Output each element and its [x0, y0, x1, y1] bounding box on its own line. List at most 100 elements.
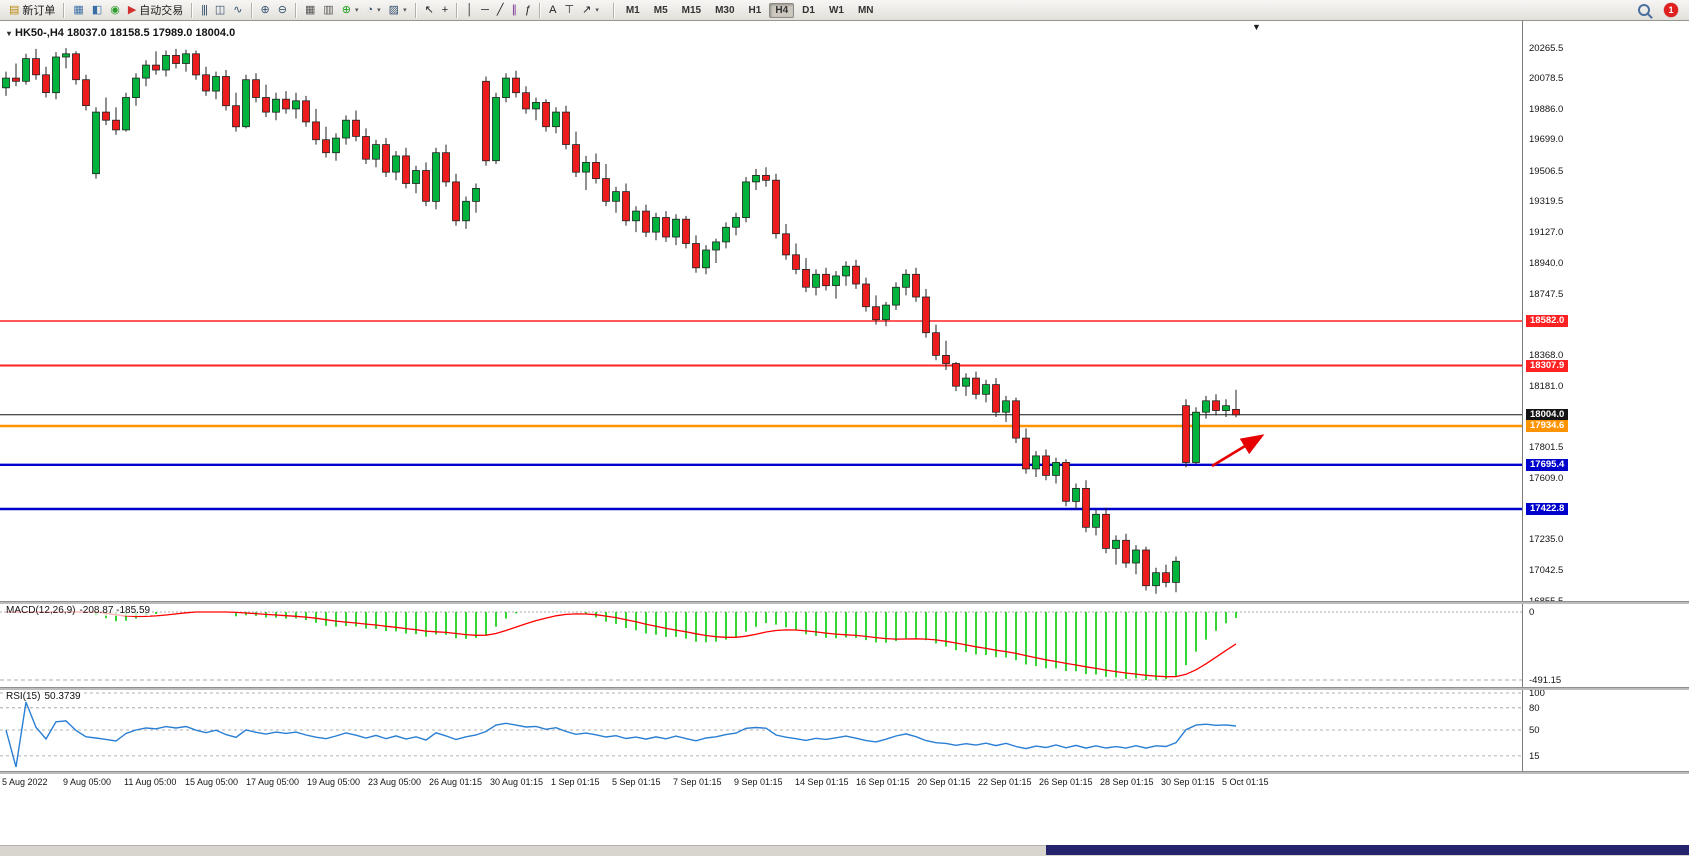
time-axis-label: 9 Aug 05:00	[63, 777, 112, 787]
price-axis[interactable]: 20265.5 20078.5 19886.0 19699.0 19506.5 19319…	[1522, 21, 1689, 773]
chevron-down-icon: ▾	[354, 7, 359, 14]
arrows-button[interactable]: ↗ ▾	[578, 0, 603, 20]
fibonacci-button[interactable]: ƒ	[521, 0, 535, 20]
add-indicator-icon: ⊕	[341, 4, 351, 16]
time-axis-label: 5 Oct 01:15	[1222, 777, 1269, 787]
text-label-icon: ⊤	[564, 4, 575, 16]
rsi-axis-label: 50	[1529, 725, 1540, 736]
toolbar-separator	[191, 2, 194, 18]
chart-shift-marker[interactable]: ▼	[1252, 22, 1261, 32]
templates-button[interactable]: ▨ ▾	[385, 0, 411, 20]
channel-button[interactable]: ∥	[508, 0, 522, 20]
indicators-button[interactable]: ⊕ ▾	[338, 0, 363, 20]
toolbar: ▤ 新订单 ▦ ◧ ◉ ▶ 自动交易 ||| ◫ ∿ ⊕ ⊖ ▦ ▥ ⊕ ▾ ◔ ▾ ▨ ▾ ↖ + │ ─ ╱ ∥ ƒ A ⊤ ↗ ▾ M…	[0, 0, 1689, 21]
tile-windows-button[interactable]: ▦	[301, 0, 319, 20]
new-order-button[interactable]: ▤ 新订单	[5, 0, 59, 20]
candles-icon: ◫	[214, 4, 226, 16]
time-axis-label: 15 Aug 05:00	[185, 777, 239, 787]
time-axis-label: 22 Sep 01:15	[978, 777, 1032, 787]
time-axis-label: 17 Aug 05:00	[246, 777, 300, 787]
data-window-icon: ◧	[91, 4, 103, 16]
timeframe-h4-button[interactable]: H4	[769, 2, 795, 18]
panel-splitter[interactable]	[0, 687, 1689, 690]
chevron-down-icon: ▾	[595, 7, 599, 14]
main-chart[interactable]	[0, 21, 1522, 601]
text-label-button[interactable]: ⊤	[561, 0, 579, 20]
crosshair-button[interactable]: +	[438, 0, 452, 20]
timeframe-d1-button[interactable]: D1	[802, 4, 815, 16]
price-line-badge: 17695.4	[1526, 458, 1569, 471]
rsi-axis-label: 15	[1529, 750, 1540, 762]
timeframe-m15-button[interactable]: M15	[681, 4, 702, 16]
line-chart-icon: ∿	[233, 4, 243, 16]
time-axis-label: 26 Aug 01:15	[429, 777, 483, 787]
panel-splitter[interactable]	[0, 601, 1689, 604]
autotrading-button[interactable]: ▶ 自动交易	[124, 0, 187, 20]
timeframe-h1-button[interactable]: H1	[748, 4, 762, 16]
chart-title-text: HK50-,H4 18037.0 18158.5 17989.0 18004.0	[15, 27, 236, 39]
notification-badge[interactable]: 1	[1664, 3, 1678, 17]
time-axis-label: 23 Aug 05:00	[368, 777, 422, 787]
rsi-panel[interactable]	[0, 689, 1522, 771]
toolbar-buttons: ▤ 新订单 ▦ ◧ ◉ ▶ 自动交易 ||| ◫ ∿ ⊕ ⊖ ▦ ▥ ⊕ ▾ ◔ ▾ ▨ ▾ ↖ + │ ─ ╱ ∥ ƒ A ⊤ ↗ ▾	[5, 0, 603, 20]
chart-menu-icon[interactable]: ▾	[7, 28, 12, 38]
arrow-objects-icon: ↗	[582, 4, 592, 16]
macd-panel[interactable]	[0, 603, 1522, 687]
time-axis-label: 16 Sep 01:15	[856, 777, 910, 787]
channel-icon: ∥	[511, 4, 518, 16]
tile-windows-icon: ▦	[304, 4, 316, 16]
toolbar-separator	[63, 2, 66, 18]
bar-chart-button[interactable]: |||	[197, 0, 211, 20]
panel-splitter	[0, 771, 1689, 774]
cursor-button[interactable]: ↖	[421, 0, 438, 20]
toolbar-separator	[414, 2, 417, 18]
timeframe-mn-button[interactable]: MN	[857, 4, 874, 16]
vertical-line-button[interactable]: │	[462, 0, 477, 20]
navigator-button[interactable]: ◉	[106, 0, 124, 20]
cursor-icon: ↖	[424, 4, 434, 16]
arrange-charts-button[interactable]: ▥	[319, 0, 337, 20]
trendline-button[interactable]: ╱	[493, 0, 508, 20]
chevron-down-icon: ▾	[377, 7, 381, 14]
market-watch-button[interactable]: ▦	[69, 0, 87, 20]
search-button[interactable]	[1634, 0, 1654, 20]
price-axis-label: 17609.0	[1529, 473, 1564, 485]
h-scrollbar-track[interactable]	[0, 845, 1689, 856]
period-button[interactable]: ◔ ▾	[362, 0, 384, 20]
time-axis-label: 5 Sep 01:15	[612, 777, 661, 787]
rsi-value: 50.3739	[44, 691, 81, 702]
timeframe-w1-button[interactable]: W1	[828, 4, 844, 16]
price-axis-label: 18747.5	[1529, 288, 1564, 300]
zoom-in-button[interactable]: ⊕	[257, 0, 274, 20]
market-watch-icon: ▦	[73, 4, 84, 16]
time-axis[interactable]: 5 Aug 2022 9 Aug 05:00 11 Aug 05:00 15 Aug …	[0, 773, 1689, 791]
timeframe-m1-button[interactable]: M1	[625, 4, 640, 16]
autotrading-icon: ▶	[127, 4, 137, 16]
navigator-icon: ◉	[110, 4, 120, 16]
candlestick-chart-button[interactable]: ◫	[211, 0, 229, 20]
horizontal-line-icon: ─	[481, 4, 489, 16]
text-button[interactable]: A	[545, 0, 560, 20]
toolbar-right: 1	[1634, 0, 1684, 20]
rsi-label: RSI(15) 50.3739	[6, 691, 81, 702]
chart-window: ▾ HK50-,H4 18037.0 18158.5 17989.0 18004…	[0, 21, 1689, 856]
rsi-name: RSI(15)	[6, 691, 41, 702]
price-axis-label: 17801.5	[1529, 442, 1564, 454]
horizontal-line-button[interactable]: ─	[477, 0, 493, 20]
toolbar-separator	[612, 2, 615, 18]
line-chart-button[interactable]: ∿	[229, 0, 246, 20]
price-axis-label: 18181.0	[1529, 380, 1564, 392]
zoom-out-button[interactable]: ⊖	[274, 0, 291, 20]
time-axis-label: 20 Sep 01:15	[917, 777, 971, 787]
data-window-button[interactable]: ◧	[88, 0, 106, 20]
fibonacci-icon: ƒ	[525, 4, 532, 16]
trendline-icon: ╱	[496, 4, 504, 16]
h-scrollbar-thumb[interactable]	[1046, 845, 1689, 855]
price-line-badge: 17934.6	[1526, 420, 1569, 432]
time-axis-label: 1 Sep 01:15	[551, 777, 600, 787]
price-axis-label: 19699.0	[1529, 134, 1564, 146]
timeframe-m5-button[interactable]: M5	[653, 4, 668, 16]
timeframe-m30-button[interactable]: M30	[715, 4, 735, 16]
zoom-out-icon: ⊖	[277, 4, 287, 16]
macd-values: -208.87 -185.59	[79, 605, 151, 616]
